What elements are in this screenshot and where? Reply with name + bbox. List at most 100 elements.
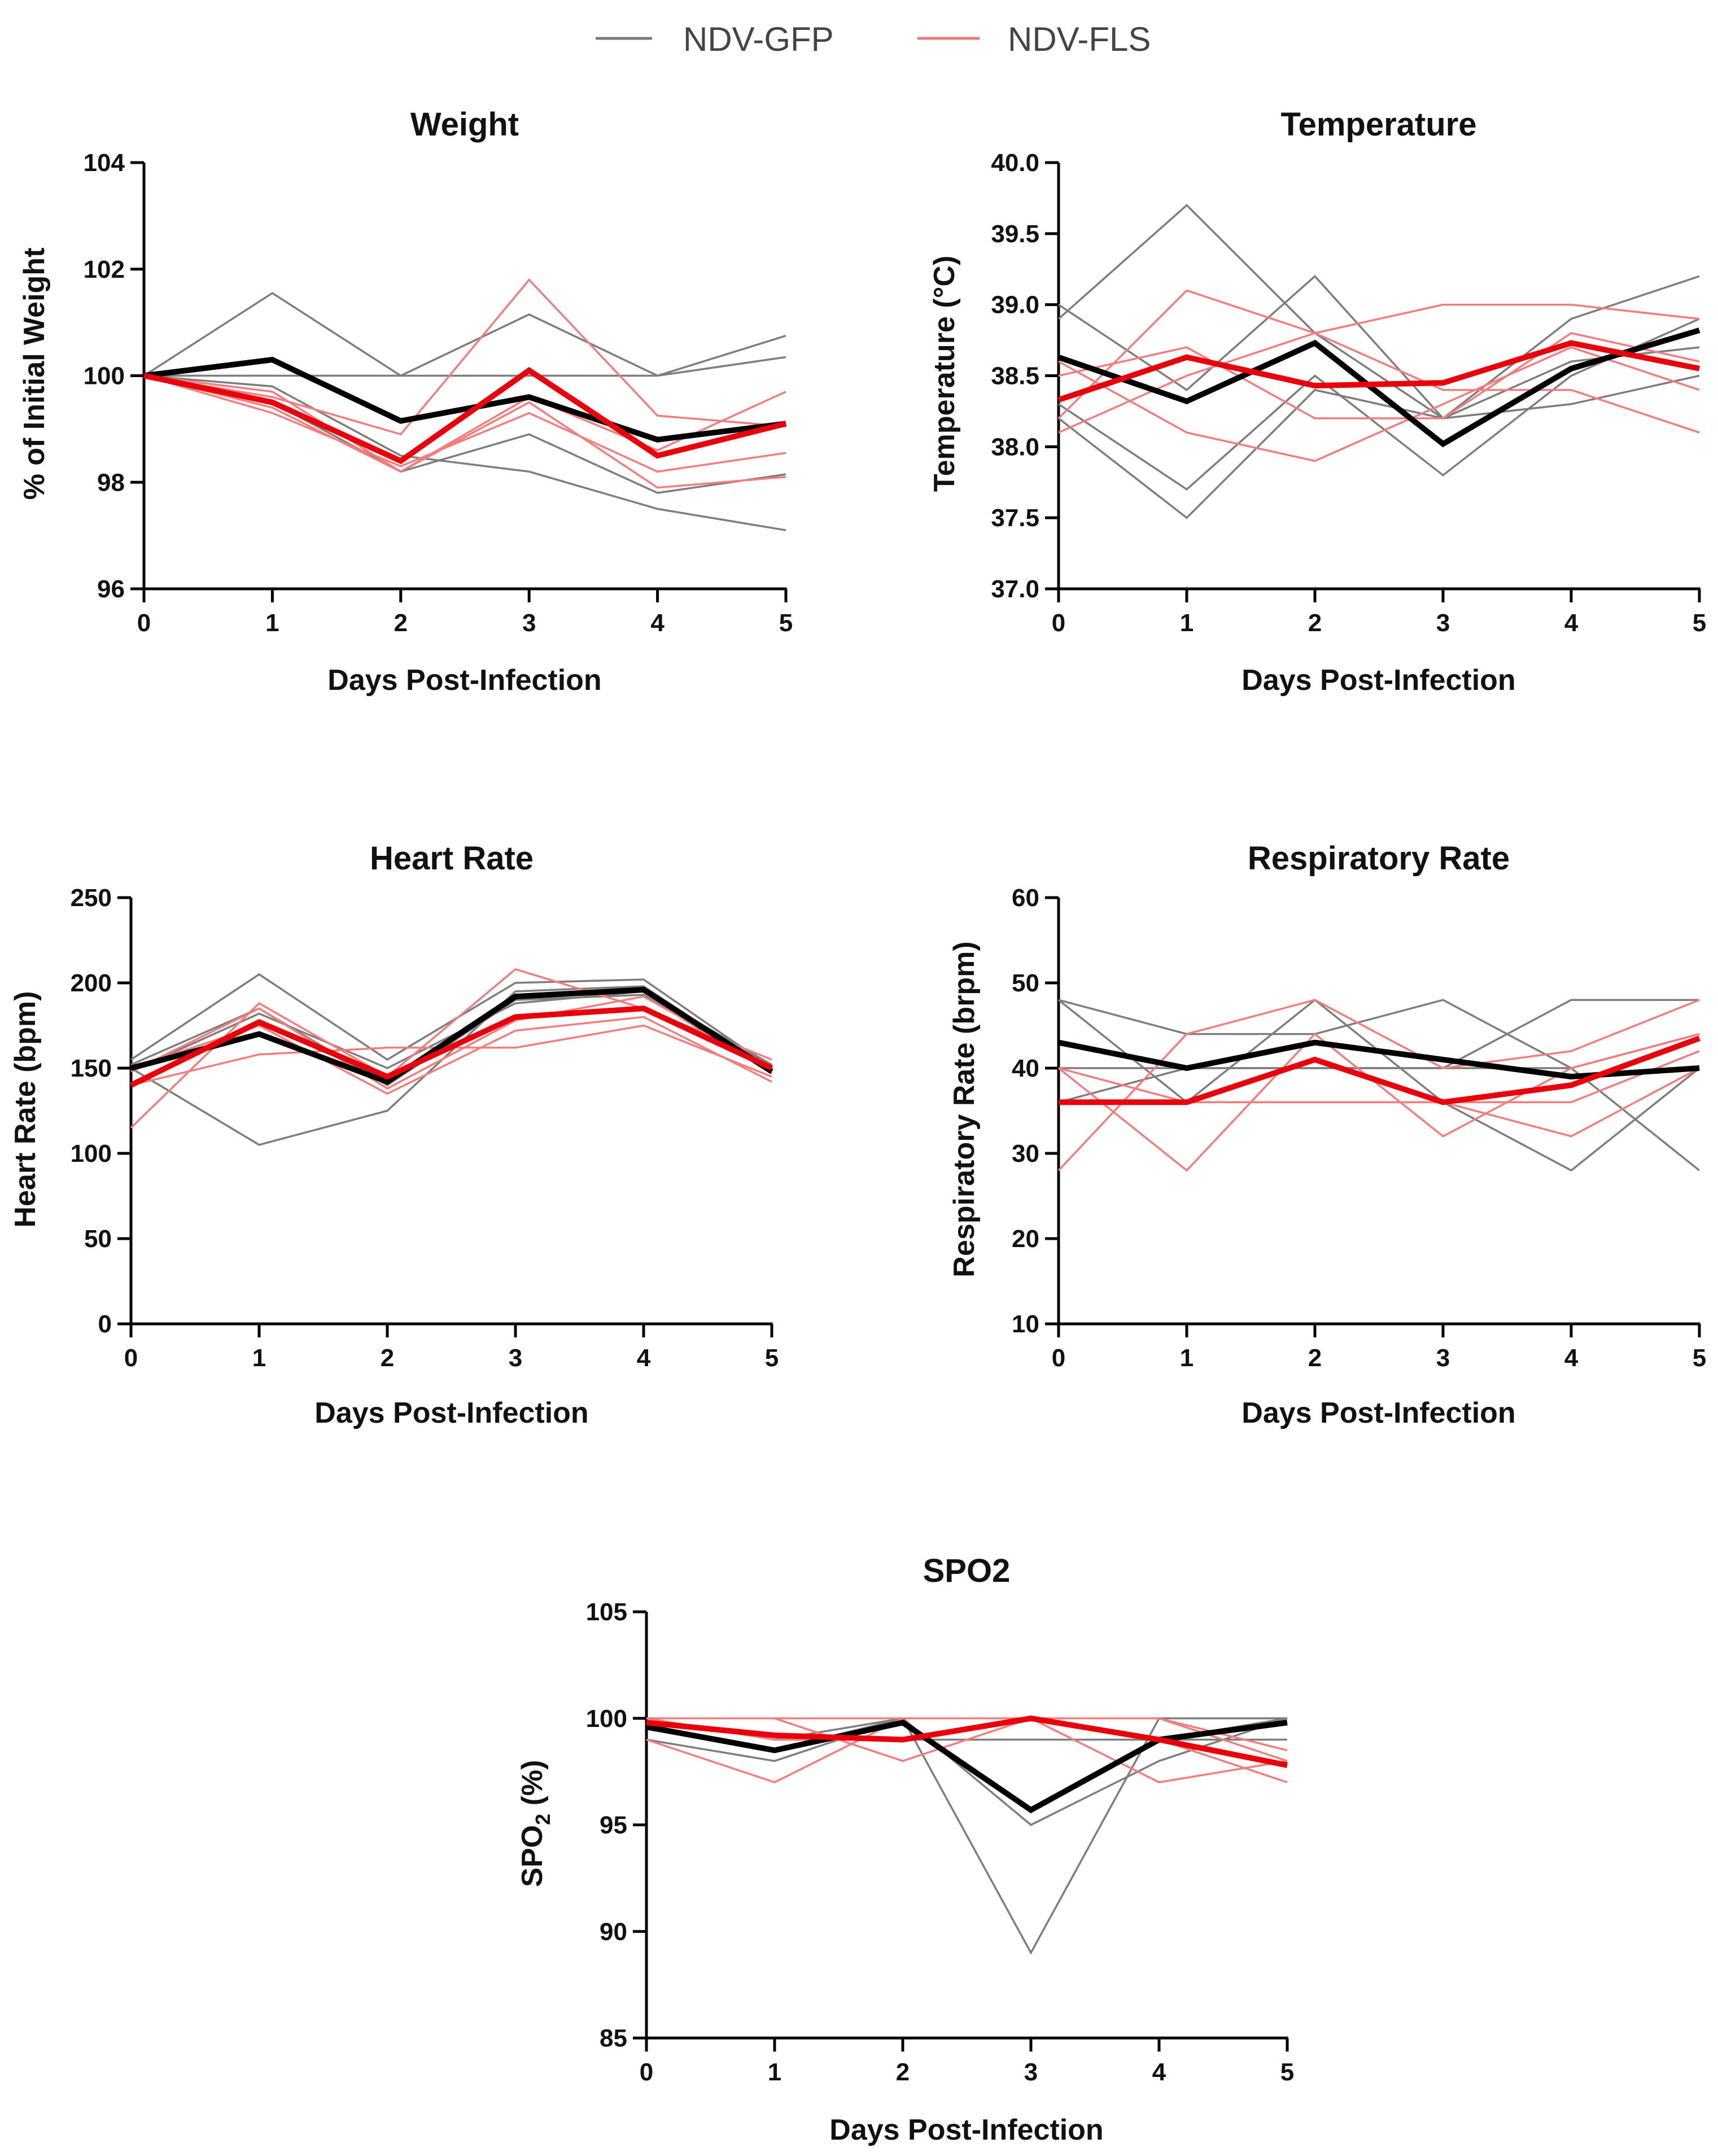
temperature-series-fls: [1058, 332, 1700, 434]
heart-rate-x-tick-label: 2: [381, 1344, 394, 1372]
respiratory-rate-series-fls: [1058, 1050, 1700, 1104]
heart-rate-series-gfp: [130, 990, 772, 1073]
respiratory-rate-title: Respiratory Rate: [1248, 840, 1510, 877]
heart-rate-y-tick-label: 250: [71, 884, 112, 912]
spo2-y-tick-label: 90: [600, 1918, 627, 1945]
temperature-title: Temperature: [1280, 106, 1476, 143]
spo2-x-axis-label: Days Post-Infection: [829, 2114, 1103, 2146]
temperature-y-tick-label: 39.5: [991, 220, 1039, 248]
respiratory-rate-y-tick-label: 10: [1012, 1310, 1039, 1338]
heart-rate-x-tick-label: 5: [765, 1344, 779, 1372]
heart-rate-title: Heart Rate: [370, 840, 534, 877]
weight-title: Weight: [410, 106, 519, 143]
heart-rate-x-tick-label: 4: [637, 1344, 651, 1372]
respiratory-rate-series-fls: [1057, 1033, 1700, 1172]
temperature-y-tick-label: 40.0: [991, 149, 1039, 177]
spo2-x-tick-label: 3: [1024, 2058, 1038, 2086]
weight-axes: 96 98 100 102 104 0 1 2 3 4 5: [84, 149, 793, 637]
respiratory-rate-x-tick-label: 1: [1180, 1344, 1194, 1372]
spo2-y-label-subscript: 2: [531, 1814, 554, 1825]
weight-series-gfp: [144, 356, 786, 377]
panel-spo2: SPO2 SPO2 (%) Days Post-Infection 859095…: [516, 1553, 1294, 2146]
heart-rate-y-tick-label: 150: [71, 1055, 112, 1082]
heart-rate-y-tick-label: 50: [84, 1225, 112, 1253]
respiratory-rate-series: [1057, 998, 1700, 1172]
respiratory-rate-series-gfp: [1058, 999, 1700, 1171]
spo2-series-fls: [646, 1717, 1288, 1752]
spo2-series-fls-mean: [646, 1715, 1288, 1768]
heart-rate-y-tick-label: 0: [98, 1310, 112, 1338]
respiratory-rate-y-tick-label: 50: [1012, 969, 1039, 997]
weight-y-tick-label: 104: [84, 149, 125, 177]
temperature-series-gfp-mean: [1057, 327, 1700, 448]
spo2-y-tick-label: 100: [586, 1705, 627, 1733]
weight-x-tick-label: 4: [650, 609, 665, 637]
respiratory-rate-y-axis-label: Respiratory Rate (brpm): [948, 941, 981, 1277]
temperature-series-fls: [1057, 289, 1700, 419]
spo2-x-tick-label: 4: [1152, 2058, 1166, 2086]
legend-label-ndv-gfp: NDV-GFP: [683, 20, 834, 58]
heart-rate-axes: 0 50 100 150 200 250 0 1 2 3 4 5: [71, 884, 779, 1372]
weight-x-tick-label: 2: [394, 609, 408, 637]
temperature-y-tick-label: 37.5: [991, 504, 1039, 532]
respiratory-rate-x-tick-label: 3: [1436, 1344, 1450, 1372]
respiratory-rate-y-tick-label: 60: [1012, 884, 1039, 912]
respiratory-rate-x-axis-label: Days Post-Infection: [1241, 1397, 1515, 1429]
heart-rate-x-tick-label: 1: [252, 1344, 266, 1372]
temperature-y-axis-label: Temperature (°C): [928, 256, 961, 492]
heart-rate-x-tick-label: 3: [509, 1344, 522, 1372]
weight-x-tick-label: 3: [522, 609, 536, 637]
temperature-x-tick-label: 2: [1308, 609, 1322, 637]
weight-x-tick-label: 1: [265, 609, 279, 637]
weight-y-axis-label: % of Initial Weight: [18, 248, 51, 500]
weight-x-axis-label: Days Post-Infection: [327, 664, 601, 697]
weight-y-tick-label: 98: [97, 469, 125, 496]
spo2-y-axis-label: SPO2 (%): [516, 1760, 554, 1887]
temperature-x-tick-label: 3: [1436, 609, 1450, 637]
temperature-y-tick-label: 37.0: [991, 575, 1039, 603]
heart-rate-series-gfp: [130, 973, 772, 1069]
respiratory-rate-x-tick-label: 2: [1308, 1344, 1322, 1372]
weight-series-fls: [143, 374, 786, 489]
heart-rate-series-fls: [130, 995, 772, 1090]
temperature-y-tick-label: 38.5: [991, 362, 1039, 390]
spo2-x-tick-label: 5: [1280, 2058, 1294, 2086]
heart-rate-x-tick-label: 0: [124, 1344, 138, 1372]
temperature-series-fls: [1058, 332, 1700, 419]
weight-series-gfp: [143, 292, 786, 377]
weight-series: [143, 278, 787, 531]
heart-rate-y-tick-label: 100: [71, 1140, 112, 1167]
respiratory-rate-y-tick-label: 20: [1012, 1225, 1039, 1253]
panel-weight: Weight % of Initial Weight Days Post-Inf…: [18, 106, 793, 697]
temperature-series: [1057, 204, 1700, 519]
panel-temperature: Temperature Temperature (°C) Days Post-I…: [928, 106, 1706, 697]
temperature-series-gfp: [1058, 318, 1700, 491]
spo2-x-tick-label: 1: [768, 2058, 781, 2086]
spo2-x-tick-label: 0: [640, 2058, 653, 2086]
legend: NDV-GFP NDV-FLS: [596, 20, 1151, 58]
spo2-title: SPO2: [923, 1553, 1011, 1589]
temperature-series-gfp: [1057, 346, 1700, 519]
spo2-y-label-unit: (%): [516, 1760, 549, 1813]
weight-series-fls-mean: [143, 367, 787, 465]
spo2-series-gfp-mean: [646, 1719, 1288, 1813]
temperature-x-tick-label: 1: [1180, 609, 1194, 637]
heart-rate-series-fls-mean: [129, 1005, 773, 1088]
respiratory-rate-y-tick-label: 30: [1012, 1140, 1039, 1167]
heart-rate-y-axis-label: Heart Rate (bpm): [9, 991, 42, 1228]
weight-series-gfp: [143, 374, 786, 531]
temperature-series-fls: [1058, 346, 1700, 462]
weight-series-fls: [143, 374, 786, 473]
heart-rate-series: [129, 968, 773, 1146]
temperature-x-tick-label: 4: [1564, 609, 1579, 637]
temperature-x-axis-label: Days Post-Infection: [1241, 664, 1515, 697]
spo2-y-label-main: SPO: [516, 1825, 549, 1887]
spo2-y-tick-label: 85: [600, 2024, 627, 2052]
temperature-x-tick-label: 0: [1052, 609, 1065, 637]
respiratory-rate-x-tick-label: 4: [1564, 1344, 1579, 1372]
temperature-x-tick-label: 5: [1693, 609, 1706, 637]
legend-label-ndv-fls: NDV-FLS: [1008, 20, 1151, 58]
temperature-series-gfp: [1058, 274, 1700, 419]
weight-y-tick-label: 102: [84, 256, 125, 283]
